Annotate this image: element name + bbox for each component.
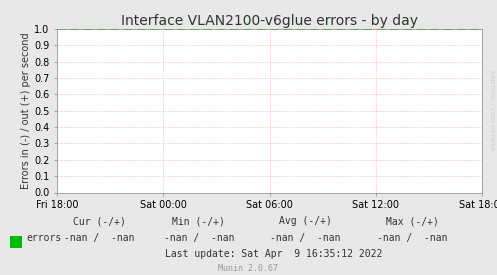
Title: Interface VLAN2100-v6glue errors - by day: Interface VLAN2100-v6glue errors - by da… — [121, 14, 418, 28]
Text: Min (-/+): Min (-/+) — [172, 216, 225, 226]
Text: Cur (-/+): Cur (-/+) — [73, 216, 126, 226]
Text: -nan /  -nan: -nan / -nan — [64, 233, 135, 243]
Text: RRDTOOL / TOBI OETIKER: RRDTOOL / TOBI OETIKER — [490, 70, 495, 150]
Text: -nan /  -nan: -nan / -nan — [270, 233, 341, 243]
Text: Last update: Sat Apr  9 16:35:12 2022: Last update: Sat Apr 9 16:35:12 2022 — [165, 249, 382, 259]
Text: -nan /  -nan: -nan / -nan — [377, 233, 448, 243]
Text: Avg (-/+): Avg (-/+) — [279, 216, 332, 226]
Text: errors: errors — [26, 233, 62, 243]
Text: -nan /  -nan: -nan / -nan — [164, 233, 234, 243]
Text: Max (-/+): Max (-/+) — [386, 216, 439, 226]
Text: Munin 2.0.67: Munin 2.0.67 — [219, 265, 278, 273]
Y-axis label: Errors in (-) / out (+) per second: Errors in (-) / out (+) per second — [21, 32, 31, 189]
